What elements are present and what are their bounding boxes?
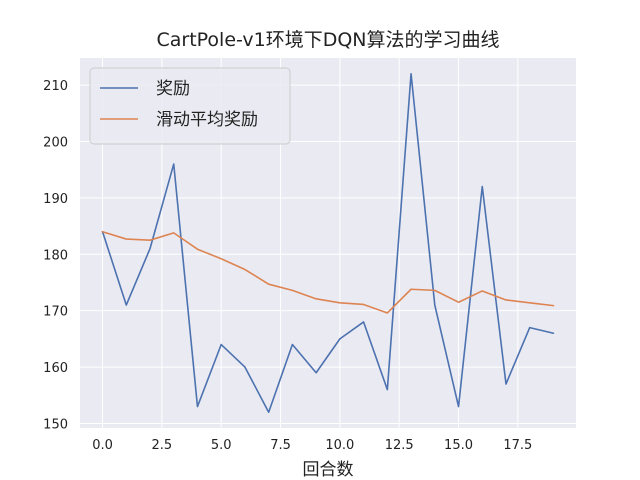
y-tick-label: 160 [43, 361, 68, 376]
legend-label-2: 滑动平均奖励 [156, 110, 258, 130]
x-tick-label: 7.5 [270, 438, 291, 453]
legend-label-1: 奖励 [156, 79, 190, 99]
x-tick-label: 17.5 [503, 438, 532, 453]
x-tick-label: 5.0 [211, 438, 232, 453]
x-tick-label: 0.0 [92, 438, 113, 453]
y-tick-label: 210 [43, 79, 68, 94]
chart-title: CartPole-v1环境下DQN算法的学习曲线 [156, 29, 499, 51]
legend-box [89, 67, 291, 145]
y-tick-label: 170 [43, 305, 68, 320]
y-tick-label: 200 [43, 135, 68, 150]
y-tick-label: 190 [43, 192, 68, 207]
y-axis-ticks: 150 160 170 180 190 200 210 [43, 79, 68, 432]
series-line-2 [101, 230, 555, 314]
series-line-1 [101, 72, 555, 414]
x-axis-ticks: 0.0 2.5 5.0 7.5 10.0 12.5 15.0 17.5 [92, 438, 532, 453]
y-tick-label: 150 [43, 417, 68, 432]
x-axis-label: 回合数 [303, 460, 354, 480]
x-tick-label: 15.0 [444, 438, 473, 453]
x-tick-label: 10.0 [325, 438, 354, 453]
x-tick-label: 2.5 [152, 438, 173, 453]
x-tick-label: 12.5 [385, 438, 414, 453]
y-tick-label: 180 [43, 248, 68, 263]
series-layer [101, 72, 555, 414]
